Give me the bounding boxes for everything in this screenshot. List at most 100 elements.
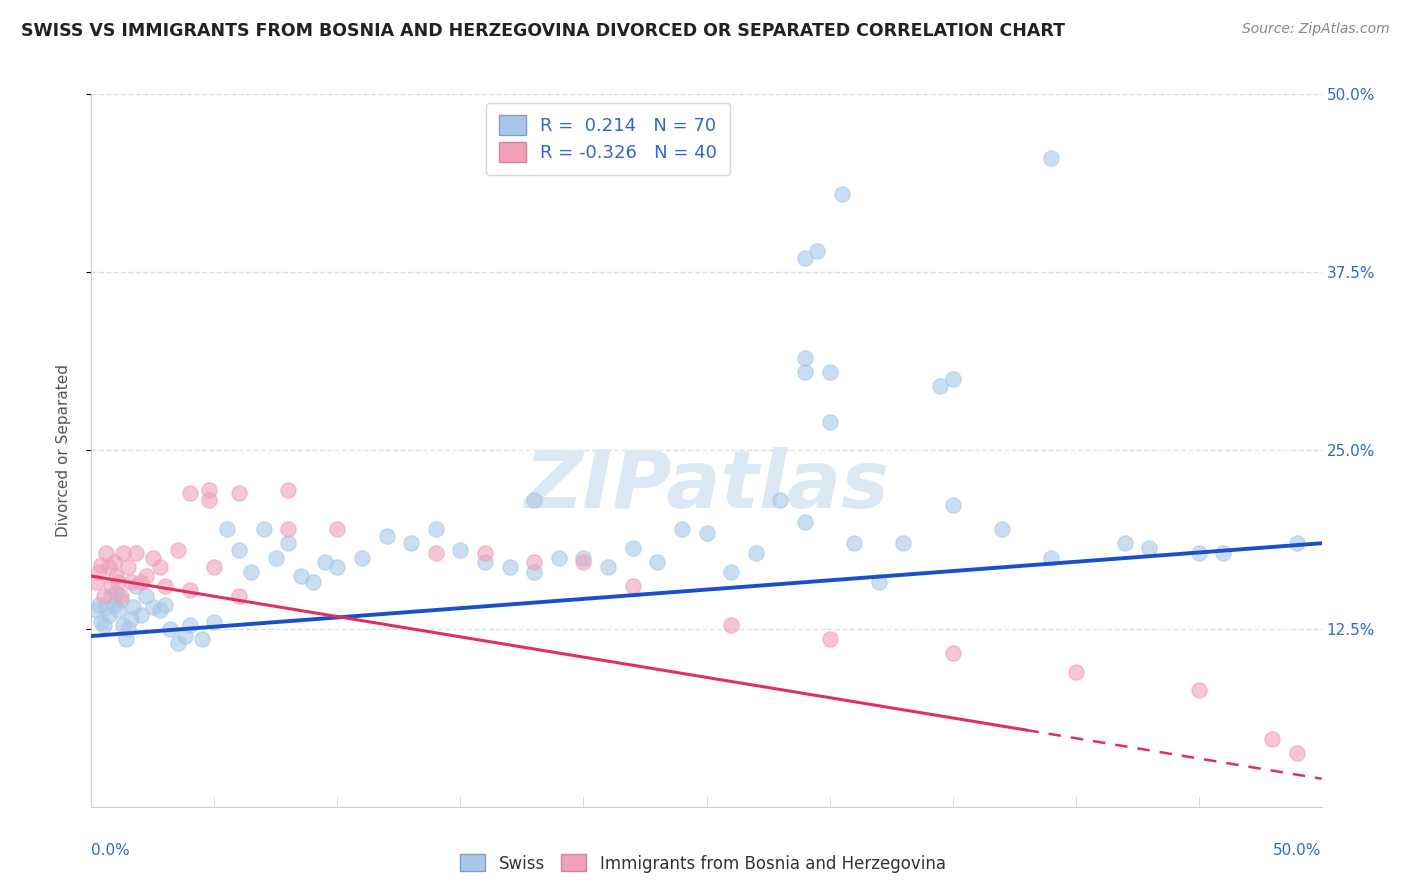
Text: ZIPatlas: ZIPatlas (524, 447, 889, 525)
Point (1187, 683, 1209, 698)
Point (122, 600, 145, 615)
Legend: Swiss, Immigrants from Bosnia and Herzegovina: Swiss, Immigrants from Bosnia and Herzeg… (454, 847, 952, 880)
Point (891, 536, 914, 550)
Point (818, 365, 841, 379)
Point (523, 555, 546, 569)
Point (253, 522, 276, 536)
Point (100, 579, 122, 593)
Point (621, 579, 644, 593)
Point (314, 555, 336, 569)
Point (107, 574, 129, 589)
Point (745, 546, 768, 560)
Point (129, 574, 152, 589)
Point (97, 560, 120, 574)
Point (425, 546, 447, 560)
Point (142, 550, 165, 565)
Point (112, 617, 135, 632)
Point (868, 574, 890, 589)
Point (671, 522, 693, 536)
Text: SWISS VS IMMIGRANTS FROM BOSNIA AND HERZEGOVINA DIVORCED OR SEPARATED CORRELATIO: SWISS VS IMMIGRANTS FROM BOSNIA AND HERZ… (21, 22, 1066, 40)
Y-axis label: Divorced or Separated: Divorced or Separated (56, 364, 70, 537)
Point (159, 622, 181, 636)
Point (990, 522, 1012, 536)
Point (498, 560, 520, 574)
Point (135, 569, 156, 583)
Point (572, 555, 595, 569)
Point (547, 550, 569, 565)
Point (769, 493, 792, 508)
Point (523, 565, 546, 579)
Point (86, 574, 108, 589)
Point (1187, 546, 1209, 560)
Point (103, 598, 125, 612)
Point (105, 586, 127, 600)
Point (96, 546, 117, 560)
Point (90, 558, 112, 572)
Point (645, 555, 669, 569)
Point (831, 186, 853, 201)
Point (110, 593, 132, 607)
Point (941, 498, 963, 512)
Point (117, 622, 139, 636)
Point (135, 589, 156, 603)
Point (264, 550, 287, 565)
Point (290, 569, 312, 583)
Point (112, 546, 135, 560)
Point (240, 565, 263, 579)
Point (90, 615, 112, 629)
Point (375, 529, 398, 543)
Point (149, 560, 172, 574)
Point (818, 632, 841, 646)
Point (1139, 541, 1161, 555)
Point (124, 546, 146, 560)
Point (93, 589, 115, 603)
Point (153, 579, 177, 593)
Point (793, 251, 815, 265)
Point (1285, 746, 1308, 760)
Point (1285, 536, 1308, 550)
Point (198, 483, 221, 498)
Point (793, 515, 815, 529)
Point (474, 555, 496, 569)
Point (572, 550, 595, 565)
Point (449, 543, 471, 558)
Point (93, 617, 115, 632)
Point (793, 365, 815, 379)
Point (695, 526, 717, 541)
Point (179, 617, 201, 632)
Point (1064, 665, 1087, 679)
Point (1039, 151, 1063, 165)
Point (97, 607, 120, 622)
Text: 50.0%: 50.0% (1274, 843, 1322, 858)
Point (277, 536, 299, 550)
Point (720, 565, 742, 579)
Point (166, 543, 188, 558)
Point (87, 565, 110, 579)
Point (425, 522, 447, 536)
Point (179, 486, 201, 500)
Point (793, 351, 815, 365)
Point (153, 598, 177, 612)
Point (103, 555, 125, 569)
Point (399, 536, 422, 550)
Point (142, 600, 165, 615)
Point (202, 560, 225, 574)
Point (179, 583, 201, 598)
Point (107, 603, 129, 617)
Text: Source: ZipAtlas.com: Source: ZipAtlas.com (1241, 22, 1389, 37)
Point (120, 574, 142, 589)
Point (100, 589, 122, 603)
Legend: R =  0.214   N = 70, R = -0.326   N = 40: R = 0.214 N = 70, R = -0.326 N = 40 (486, 103, 730, 175)
Point (1261, 731, 1284, 746)
Point (174, 629, 197, 643)
Point (110, 589, 132, 603)
Point (621, 541, 644, 555)
Point (86, 603, 108, 617)
Point (720, 617, 742, 632)
Point (806, 244, 828, 258)
Point (96, 600, 117, 615)
Point (326, 522, 349, 536)
Point (228, 589, 250, 603)
Point (1039, 550, 1063, 565)
Point (149, 603, 172, 617)
